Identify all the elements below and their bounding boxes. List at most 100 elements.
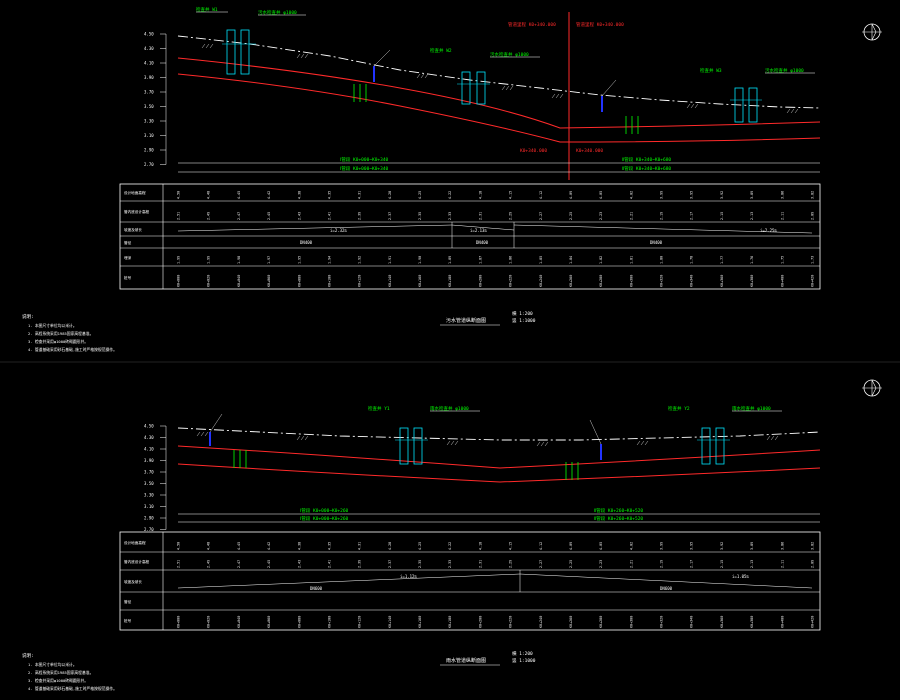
table-cell: K0+280 — [599, 616, 603, 628]
table-cell: 1.99 — [177, 256, 181, 264]
drawing-title: 雨水管道纵断面图 — [446, 657, 486, 664]
table-cell: 4.05 — [599, 191, 603, 199]
scale-vertical: 竖 1:1000 — [512, 657, 536, 664]
notes-title: 说明: — [22, 313, 34, 320]
table-cell: 3.82 — [811, 542, 815, 550]
note-line: 2. 高程系统采用1985国家高程基准。 — [28, 670, 93, 675]
table-cell: K0+100 — [327, 616, 331, 628]
diameter-label: DN400 — [476, 240, 489, 245]
hatch-mark — [536, 441, 541, 447]
table-cell: 2.37 — [388, 560, 392, 568]
table-row-header: 管内底设计高程 — [124, 209, 150, 214]
elevation-tick-label: 4.50 — [144, 424, 154, 429]
table-cell: 1.82 — [599, 256, 603, 264]
table-cell: 2.17 — [690, 212, 694, 220]
diameter-label: DN600 — [310, 586, 323, 591]
table-cell: 4.42 — [267, 191, 271, 199]
table-cell: 4.35 — [327, 542, 331, 550]
table-cell: 4.31 — [358, 542, 362, 550]
table-cell: K0+420 — [811, 275, 815, 287]
hatch-mark — [501, 85, 506, 91]
table-cell: 2.39 — [358, 212, 362, 220]
hatch-mark — [766, 435, 771, 441]
elevation-tick-label: 2.90 — [144, 148, 154, 153]
scale-horizontal: 横 1:200 — [512, 310, 533, 317]
table-cell: 2.49 — [207, 560, 211, 568]
table-cell: 2.27 — [539, 212, 543, 220]
table-cell: K0+060 — [267, 275, 271, 287]
table-cell: 2.41 — [327, 560, 331, 568]
scale-horizontal: 横 1:200 — [512, 650, 533, 657]
elevation-tick-label: 3.30 — [144, 119, 154, 124]
well-label: 检查井 W3 — [700, 67, 722, 74]
table-cell: 2.23 — [599, 212, 603, 220]
table-cell: K0+080 — [297, 275, 301, 287]
elevation-tick-label: 4.50 — [144, 32, 154, 37]
table-cell: K0+280 — [599, 275, 603, 287]
table-cell: K0+220 — [509, 275, 513, 287]
manhole-well — [730, 87, 762, 123]
segment-label: Ⅰ管段 K0+000~K0+260 — [300, 515, 349, 522]
table-cell: 1.85 — [539, 256, 543, 264]
table-cell: 2.21 — [629, 212, 633, 220]
table-cell: K0+340 — [690, 275, 694, 287]
slope-label: i=2.25‰ — [760, 228, 777, 233]
table-cell: 4.28 — [388, 542, 392, 550]
table-cell: K0+040 — [237, 275, 241, 287]
table-cell: 1.90 — [418, 256, 422, 264]
table-cell: 2.43 — [297, 212, 301, 220]
table-cell: 4.25 — [418, 542, 422, 550]
table-cell: 4.42 — [267, 542, 271, 550]
upper-profile-drawing: 4.50 4.30 4.10 3.90 3.70 3.50 3.30 3.10 2.90 2.70… — [22, 6, 882, 352]
ground-line — [177, 427, 821, 441]
table-cell: 1.91 — [388, 256, 392, 264]
elevation-tick-label: 3.10 — [144, 504, 154, 509]
table-cell: K0+000 — [177, 275, 181, 287]
hatch-mark — [420, 73, 425, 79]
table-cell: 2.51 — [177, 560, 181, 568]
table-row-header: 设计地面高程 — [124, 190, 146, 195]
lower-profile-drawing: 4.50 4.30 4.10 3.90 3.70 3.50 3.30 3.10 2.90 2.70… — [22, 379, 882, 691]
ground-hatching — [201, 43, 799, 114]
table-cell: 3.95 — [690, 191, 694, 199]
pipe-bottom-line — [177, 463, 821, 483]
table-cell: 3.92 — [720, 191, 724, 199]
table-cell: 4.38 — [297, 191, 301, 199]
table-cell: 2.25 — [569, 212, 573, 220]
hatch-mark — [770, 435, 775, 441]
hatch-mark — [304, 53, 309, 59]
manhole-well — [222, 29, 256, 75]
diameter-label: DN400 — [650, 240, 663, 245]
table-cell: 3.99 — [660, 191, 664, 199]
table-cell: K0+360 — [720, 275, 724, 287]
segment-label: Ⅱ管段 K0+340~K0+680 — [622, 156, 671, 163]
table-row-header: 管内底设计高程 — [124, 559, 150, 564]
hatch-mark — [424, 73, 429, 79]
table-cell: K0+140 — [388, 616, 392, 628]
table-cell: 4.02 — [629, 542, 633, 550]
table-cell: K0+060 — [267, 616, 271, 628]
note-line: 1. 本图尺寸单位均以米计。 — [28, 323, 77, 328]
hatch-mark — [794, 108, 799, 114]
hatch-mark — [540, 441, 545, 447]
drawing-title: 污水管道纵断面图 — [446, 317, 486, 324]
ground-line — [177, 35, 821, 109]
segment-label: Ⅰ管段 K0+000~K0+260 — [300, 507, 349, 514]
table-cell: 1.87 — [478, 256, 482, 264]
hatch-mark — [450, 440, 455, 446]
table-cell: 4.25 — [418, 191, 422, 199]
elevation-tick-label: 4.10 — [144, 447, 154, 452]
table-cell: K0+260 — [569, 275, 573, 287]
table-cell: 3.92 — [720, 542, 724, 550]
table-row-header: 桩号 — [124, 275, 132, 280]
table-cell: 4.15 — [509, 191, 513, 199]
table-cell: 2.47 — [237, 560, 241, 568]
table-cell: K0+140 — [388, 275, 392, 287]
ground-hatching — [196, 431, 779, 447]
table-cell: 4.45 — [237, 191, 241, 199]
table-cell: K0+360 — [720, 616, 724, 628]
hatch-mark — [300, 435, 305, 441]
table-cell: 3.95 — [690, 542, 694, 550]
table-cell: K0+080 — [297, 616, 301, 628]
hatch-mark — [644, 440, 649, 446]
